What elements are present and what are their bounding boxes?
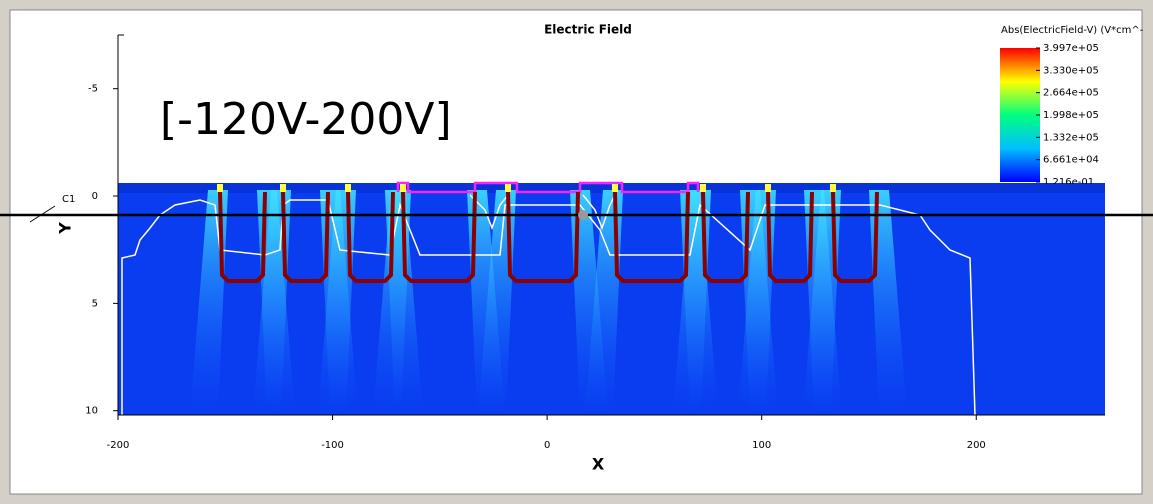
field-plume <box>318 190 356 415</box>
field-plume <box>673 190 711 415</box>
cutline-label: C1 <box>62 194 75 205</box>
colorbar-tick-label: 1.216e-01 <box>1043 177 1094 188</box>
colorbar-tick-label: 3.997e+05 <box>1043 43 1099 54</box>
colorbar-title: Abs(ElectricField-V) (V*cm^- <box>1001 25 1144 36</box>
y-axis-label: Y <box>56 222 75 235</box>
annotation: [-120V-200V] <box>160 94 452 145</box>
field-peak <box>345 184 351 192</box>
field-plume <box>190 190 228 415</box>
y-tick-label: 10 <box>85 406 98 417</box>
y-tick-label: 5 <box>92 298 98 309</box>
potential-contour <box>582 194 616 231</box>
chart-title: Electric Field <box>544 23 632 37</box>
colorbar-tick-label: 1.998e+05 <box>1043 110 1099 121</box>
oxide <box>118 183 1105 193</box>
trench <box>766 191 814 283</box>
x-tick-label: 100 <box>752 440 771 451</box>
x-tick-label: -100 <box>321 440 344 451</box>
potential-contour <box>121 199 976 416</box>
field-peak <box>280 184 286 192</box>
trench <box>401 191 477 283</box>
field-peak <box>217 184 223 192</box>
potential-contour <box>469 194 509 231</box>
field-plume <box>869 190 907 415</box>
colorbar <box>1000 48 1040 182</box>
trench <box>831 191 879 283</box>
field-peak <box>612 184 618 192</box>
field-peak <box>765 184 771 192</box>
colorbar-tick-label: 1.332e+05 <box>1043 132 1099 143</box>
x-axis-label: X <box>592 455 605 474</box>
field-peak <box>700 184 706 192</box>
field-plume <box>253 190 291 415</box>
colorbar-tick-label: 6.661e+04 <box>1043 155 1099 166</box>
colorbar-tick-label: 2.664e+05 <box>1043 88 1099 99</box>
colorbar-tick-label: 3.330e+05 <box>1043 65 1099 76</box>
trench <box>346 191 395 283</box>
field-map <box>118 181 1105 416</box>
trench <box>218 191 267 283</box>
field-peak <box>830 184 836 192</box>
trench <box>613 191 690 283</box>
x-tick-label: 0 <box>544 440 550 451</box>
x-tick-label: -200 <box>107 440 130 451</box>
trench <box>701 191 750 283</box>
x-tick-label: 200 <box>967 440 986 451</box>
field-plume <box>803 190 841 415</box>
cutline-marker <box>29 205 56 223</box>
surface-contact <box>396 181 700 194</box>
y-tick-label: 0 <box>92 191 98 202</box>
trench <box>281 191 330 283</box>
cutline-point <box>578 210 588 220</box>
field-plume <box>373 190 411 415</box>
field-peak <box>505 184 511 192</box>
field-plume <box>585 190 623 415</box>
y-tick-label: -5 <box>88 84 98 95</box>
trench <box>506 191 580 283</box>
field-plume <box>738 190 776 415</box>
field-plume <box>478 190 516 415</box>
field-peak <box>400 184 406 192</box>
